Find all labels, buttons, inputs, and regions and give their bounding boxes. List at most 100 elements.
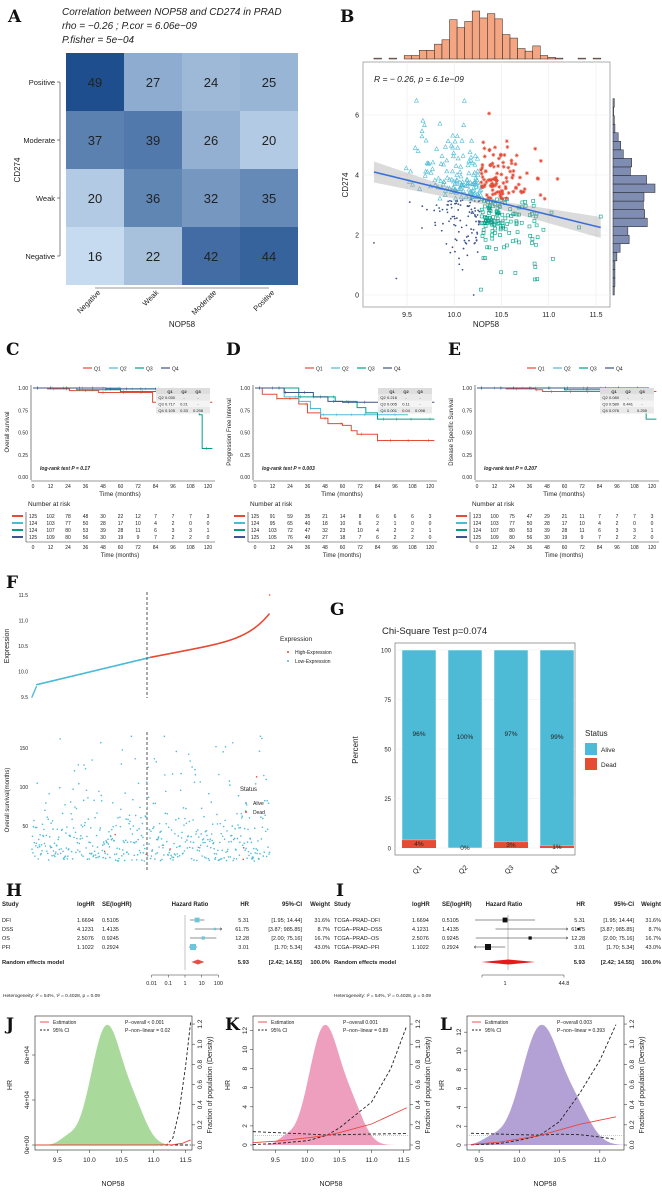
survival-point — [44, 845, 47, 847]
survival-point — [49, 845, 51, 847]
right-tick-label: 0.2 — [629, 1120, 636, 1129]
survival-point — [31, 835, 34, 838]
survival-point — [97, 852, 100, 854]
point-asterisk — [483, 169, 488, 174]
point-asterisk — [538, 158, 543, 163]
survival-point — [212, 841, 215, 844]
point-dot — [449, 217, 452, 220]
point-triangle — [417, 186, 423, 191]
survival-point — [55, 851, 57, 853]
point-asterisk — [494, 181, 499, 186]
survival-point — [122, 853, 125, 855]
survival-point — [158, 822, 161, 825]
bar-alive — [401, 649, 437, 841]
point-square — [493, 202, 497, 207]
y-tick-label: 0.75 — [240, 408, 250, 414]
survival-point — [83, 764, 85, 766]
loghr-value: 1.1022 — [412, 945, 429, 951]
bar-label-dead: 4% — [414, 841, 424, 848]
bar-dead — [494, 842, 528, 848]
x-tick-label: 60 — [340, 484, 346, 490]
point-square — [527, 224, 532, 229]
bar-label-alive: 99% — [550, 734, 563, 741]
risk-x-axis-title: Time (months) — [323, 553, 361, 559]
point-dot — [395, 277, 398, 280]
point-asterisk — [488, 177, 493, 182]
survival-point — [41, 850, 43, 852]
survival-point — [166, 812, 169, 815]
y-tick-label: 1.00 — [18, 386, 28, 392]
legend-swatch — [245, 802, 247, 804]
y-axis-title: HR — [225, 1080, 232, 1090]
panel-label-L: L — [440, 1015, 452, 1035]
pairwise-header-bg — [378, 388, 432, 394]
point-dot — [472, 212, 475, 215]
point-asterisk — [504, 196, 509, 201]
survival-point — [204, 841, 206, 844]
legend-label: Alive — [253, 801, 264, 807]
arrow-icon — [473, 945, 477, 949]
survival-point — [79, 835, 82, 837]
survival-point — [42, 835, 45, 838]
risk-x-axis-title: Time (months) — [545, 553, 583, 559]
risk-count: 50 — [527, 521, 533, 527]
expression-point — [268, 594, 271, 596]
survival-point — [173, 842, 175, 845]
point-asterisk — [482, 154, 487, 159]
risk-count: 10 — [579, 521, 585, 527]
point-dot — [464, 241, 467, 244]
expression-point — [35, 685, 38, 688]
summary-diamond — [481, 959, 536, 965]
survival-point — [81, 837, 83, 840]
risk-row-swatch — [12, 515, 23, 517]
point-asterisk — [511, 189, 516, 194]
survival-point — [204, 830, 207, 833]
survival-point — [111, 828, 113, 831]
risk-count: 124 — [473, 528, 482, 534]
risk-x-tick-label: 84 — [375, 545, 381, 551]
forest-header: SE(logHR) — [102, 902, 132, 908]
pairwise-cell: - — [419, 395, 421, 400]
survival-point — [170, 829, 173, 831]
survival-point — [59, 852, 62, 855]
survival-point — [85, 789, 88, 792]
point-triangle — [432, 177, 438, 183]
ci-value: [2.00; 75.16] — [603, 936, 634, 942]
right-tick-label: 0.6 — [415, 1080, 422, 1089]
point-dot — [438, 207, 440, 209]
risk-count: 7 — [359, 535, 362, 541]
y-tick-label: 50 — [22, 824, 28, 830]
survival-point — [113, 853, 116, 856]
survival-point — [35, 842, 38, 845]
point-square — [480, 234, 485, 238]
panel-i-forest: Study logHR SE(logHR) Hazard Ratio HR 95%-CI W… — [334, 902, 661, 999]
legend-label: Estimation — [53, 1020, 77, 1026]
survival-point — [116, 847, 118, 850]
risk-count: 10 — [357, 528, 363, 534]
y-tick-label: 0.50 — [240, 431, 250, 437]
survival-point — [79, 838, 82, 840]
survival-point — [50, 846, 53, 849]
y-tick-label: 11.0 — [19, 619, 29, 625]
survival-point — [127, 818, 129, 821]
x-tick-label: 24 — [509, 484, 515, 490]
risk-count: 12 — [135, 514, 141, 520]
x-tick-label: 84 — [153, 484, 159, 490]
point-dot — [451, 246, 454, 249]
survival-point — [205, 829, 208, 832]
x-tick-label: 36 — [83, 484, 89, 490]
point-triangle — [442, 143, 448, 149]
point-asterisk — [501, 160, 506, 165]
right-tick-label: 0.2 — [197, 1120, 204, 1129]
risk-count: 1 — [394, 521, 397, 527]
survival-point — [142, 836, 144, 839]
x-axis-title: NOP58 — [473, 320, 500, 329]
pairwise-header-bg — [600, 388, 654, 394]
risk-count: 123 — [473, 514, 482, 520]
survival-point — [97, 856, 99, 859]
survival-point — [78, 850, 81, 853]
point-square — [535, 235, 540, 240]
point-dot — [450, 203, 453, 206]
point-dot — [478, 210, 481, 213]
point-dot — [461, 268, 464, 271]
